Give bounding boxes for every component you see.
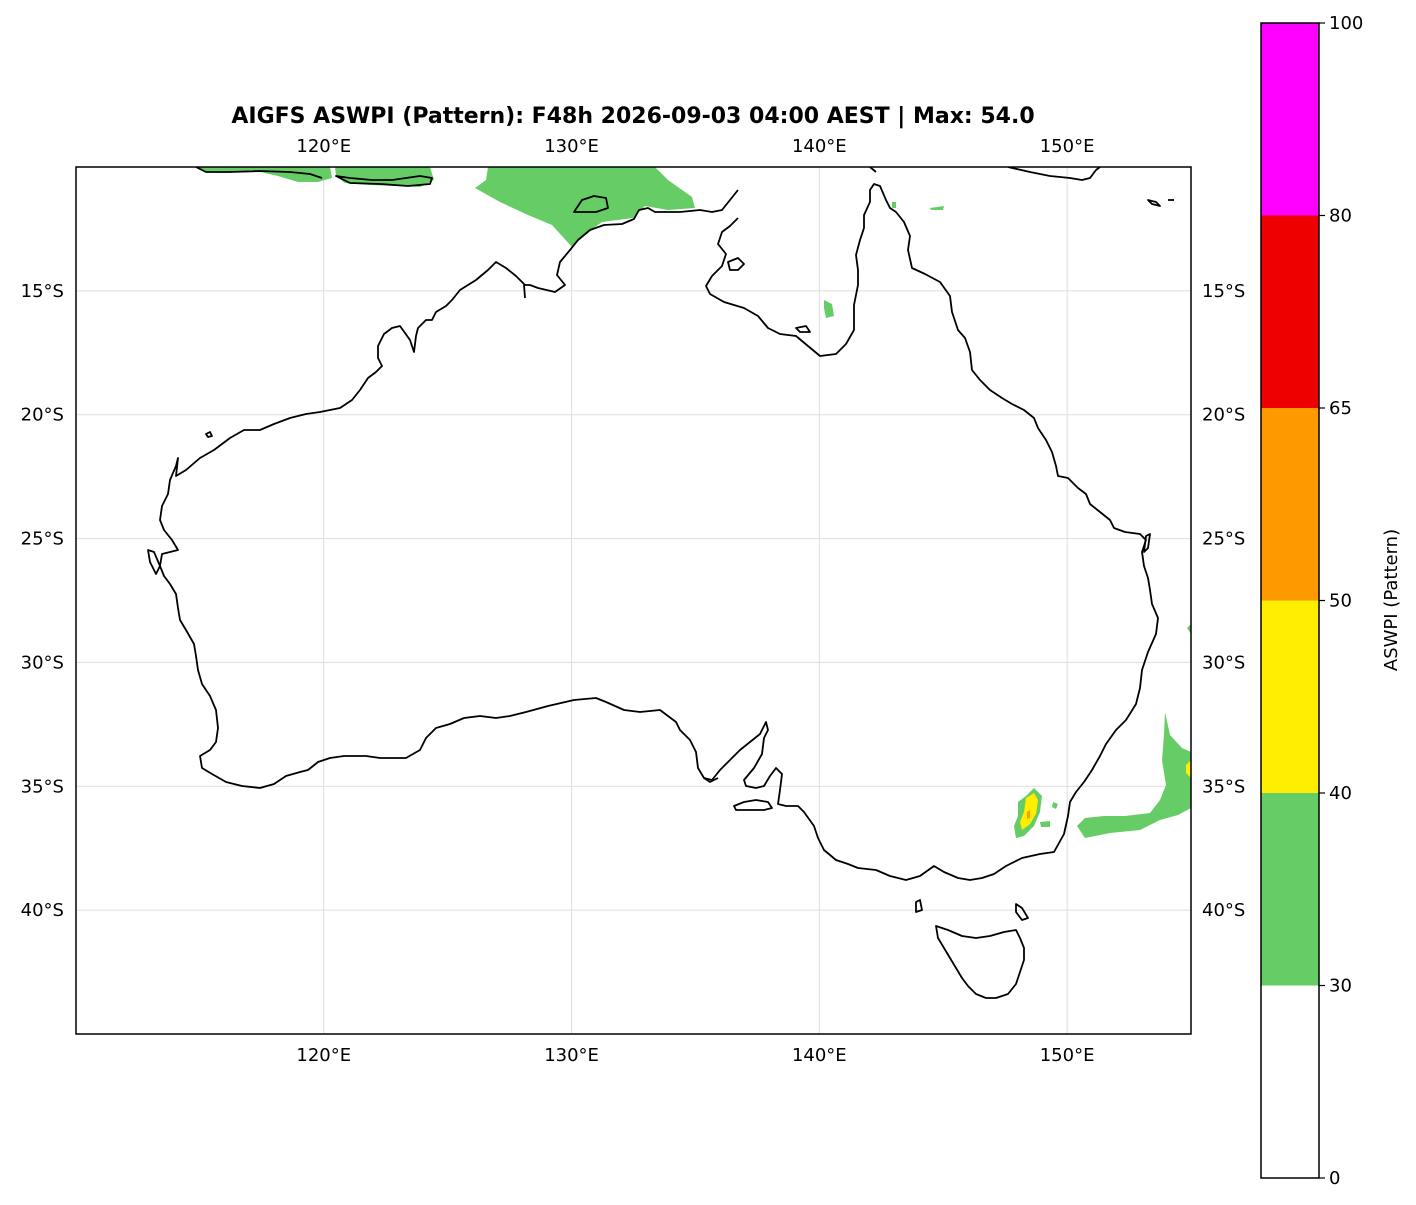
lat-tick-label-left: 35°S	[21, 776, 64, 797]
colorbar-bin	[1261, 793, 1319, 986]
lat-tick-label-left: 15°S	[21, 281, 64, 302]
field-area-york	[824, 300, 834, 318]
field-area-tasman-east	[1187, 624, 1191, 634]
coastline-kangaroo-island	[733, 799, 773, 811]
lat-tick-label-right: 15°S	[1202, 281, 1245, 302]
coastline-groote-eylandt	[727, 257, 745, 271]
field-area-tasman	[1077, 712, 1191, 838]
lat-tick-label-left: 20°S	[21, 405, 64, 426]
coastline-lesser-sunda	[195, 167, 323, 179]
lat-tick-label-left: 25°S	[21, 529, 64, 550]
lon-tick-label-bottom: 130°E	[544, 1045, 599, 1066]
field-area-alps-small2	[1052, 802, 1058, 809]
lon-tick-label-top: 150°E	[1040, 136, 1095, 157]
colorbar-tick-label: 0	[1329, 1168, 1340, 1189]
colorbar: 0 30 40 50 65 80 100 ASWPI (Pattern)	[1260, 13, 1402, 1189]
colorbar-label: ASWPI (Pattern)	[1381, 529, 1402, 671]
lon-tick-label-top: 120°E	[296, 136, 351, 157]
field-area-alps-small1	[1040, 821, 1050, 827]
colorbar-tick-label: 40	[1329, 783, 1352, 804]
field-area-speck1	[930, 206, 944, 210]
map-panel: 120°E 130°E 140°E 150°E 120°E 130°E 140°E 150°…	[21, 136, 1246, 1066]
colorbar-tick-label: 30	[1329, 976, 1352, 997]
colorbar-tick-label: 50	[1329, 591, 1352, 612]
lon-tick-label-top: 130°E	[544, 136, 599, 157]
lat-tick-label-right: 20°S	[1202, 405, 1245, 426]
lon-ticks-top: 120°E 130°E 140°E 150°E	[296, 136, 1094, 157]
coastline-dirk-hartog	[147, 549, 161, 575]
colorbar-bin	[1261, 600, 1319, 793]
lat-tick-label-right: 40°S	[1202, 900, 1245, 921]
gridlines	[76, 167, 1191, 1034]
coastline-tasmania	[935, 925, 1025, 999]
lat-ticks-left: 15°S 20°S 25°S 30°S 35°S 40°S	[21, 281, 64, 921]
colorbar-tick-label: 65	[1329, 398, 1352, 419]
lon-tick-label-bottom: 120°E	[296, 1045, 351, 1066]
lon-ticks-bottom: 120°E 130°E 140°E 150°E	[296, 1045, 1094, 1066]
coastline-melville-island	[573, 195, 609, 213]
coastline-eyre-peninsula-tip	[703, 777, 719, 783]
field-area-speck2	[892, 202, 896, 208]
map-background	[76, 167, 1191, 1034]
colorbar-bin	[1261, 215, 1319, 408]
coastline-timor	[335, 175, 433, 187]
lat-tick-label-right: 30°S	[1202, 652, 1245, 673]
lon-tick-label-bottom: 140°E	[792, 1045, 847, 1066]
colorbar-bin	[1261, 985, 1319, 1178]
map-title: AIGFS ASWPI (Pattern): F48h 2026-09-03 0…	[231, 104, 1034, 129]
coastline-mornington-island	[795, 325, 811, 333]
colorbar-bin	[1261, 23, 1319, 216]
coastline-flinders-island	[1015, 903, 1029, 921]
colorbar-tick-label: 100	[1329, 13, 1363, 34]
colorbar-tick-label: 80	[1329, 206, 1352, 227]
field-area-tasman-yellow	[1186, 760, 1191, 778]
coastline-king-island	[915, 899, 923, 913]
coastline-new-guinea	[869, 167, 1101, 181]
lat-tick-label-left: 40°S	[21, 900, 64, 921]
lon-tick-label-bottom: 150°E	[1040, 1045, 1095, 1066]
field-area-alps-orange	[1027, 810, 1030, 819]
aswpi-field	[196, 167, 1191, 838]
colorbar-ticks: 0 30 40 50 65 80 100	[1319, 13, 1363, 1189]
colorbar-bin	[1261, 408, 1319, 601]
coastlines	[147, 167, 1174, 999]
lon-tick-label-top: 140°E	[792, 136, 847, 157]
lat-ticks-right: 15°S 20°S 25°S 30°S 35°S 40°S	[1202, 281, 1245, 921]
colorbar-bins	[1261, 23, 1319, 1178]
coastline-fraser-island	[1143, 533, 1151, 553]
coastline-mainland	[159, 183, 1159, 881]
coastline-islet-1	[1147, 199, 1161, 207]
lat-tick-label-right: 35°S	[1202, 776, 1245, 797]
coastline-barrow-island	[205, 431, 213, 438]
field-area-arafura	[475, 167, 695, 247]
lat-tick-label-left: 30°S	[21, 652, 64, 673]
field-area-timor	[335, 167, 434, 187]
lat-tick-label-right: 25°S	[1202, 529, 1245, 550]
map-frame	[75, 166, 1192, 1035]
field-area-lesser-sunda	[196, 167, 332, 182]
